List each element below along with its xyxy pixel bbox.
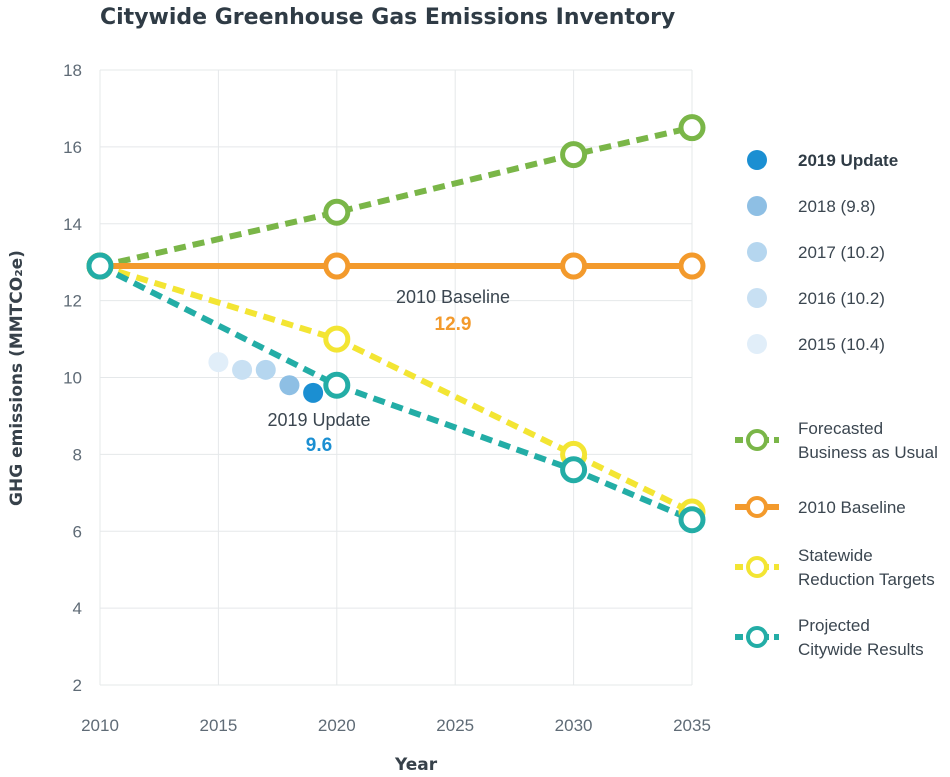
- legend-dot-0: [747, 150, 767, 170]
- legend-label-2: 2017 (10.2): [798, 243, 885, 262]
- y-tick-label: 10: [63, 369, 82, 388]
- legend-dot-4: [747, 334, 767, 354]
- x-axis-ticks: 2010 2015 2020 2025 2030 2035: [81, 716, 711, 735]
- grid: [99, 69, 693, 686]
- inventory-point-4: [208, 352, 229, 373]
- series-point-3: [560, 456, 588, 484]
- x-tick-label: 2035: [673, 716, 711, 735]
- y-tick-label: 14: [63, 215, 82, 234]
- series-line-3: [98, 263, 694, 523]
- series-markers: [86, 114, 706, 534]
- legend-dot-3: [747, 288, 767, 308]
- y-tick-label: 18: [63, 61, 82, 80]
- series-line-0: [99, 124, 693, 269]
- series-point-1: [323, 252, 351, 280]
- legend-marker-3: [746, 626, 768, 648]
- series-point-3: [86, 252, 114, 280]
- series-point-3: [678, 506, 706, 534]
- legend-marker-1: [746, 496, 768, 518]
- inventory-point-1: [279, 375, 300, 396]
- legend-label-series-3-line2: Citywide Results: [798, 640, 924, 659]
- y-axis-ticks: 2 4 6 8 10 12 14 16 18: [63, 61, 82, 695]
- inventory-point-2: [255, 359, 276, 380]
- series-point-0: [678, 114, 706, 142]
- annotation-2019-update: 2019 Update 9.6: [267, 410, 370, 456]
- x-axis-title: Year: [394, 755, 438, 775]
- annotation-baseline-value: 12.9: [435, 314, 472, 335]
- annotation-baseline-label: 2010 Baseline: [396, 287, 510, 307]
- legend-dot-1: [747, 196, 767, 216]
- y-tick-label: 8: [73, 445, 82, 464]
- inventory-point-3: [232, 359, 253, 380]
- legend-dot-2: [747, 242, 767, 262]
- y-tick-label: 2: [73, 676, 82, 695]
- series-point-1: [560, 252, 588, 280]
- legend-label-0: 2019 Update: [798, 151, 898, 170]
- x-tick-label: 2025: [436, 716, 474, 735]
- y-tick-label: 12: [63, 292, 82, 311]
- series-lines: [98, 124, 694, 523]
- legend-label-series-0: Forecasted: [798, 419, 883, 438]
- legend-label-series-2: Statewide: [798, 546, 873, 565]
- inventory-points: [208, 352, 324, 403]
- x-tick-label: 2030: [555, 716, 593, 735]
- annotation-update-value: 9.6: [306, 435, 332, 456]
- y-tick-label: 6: [73, 522, 82, 541]
- y-axis-title: GHG emissions (MMTCO₂e): [7, 250, 27, 506]
- series-point-0: [323, 198, 351, 226]
- legend-label-1: 2018 (9.8): [798, 197, 876, 216]
- legend-label-series-2-line2: Reduction Targets: [798, 570, 935, 589]
- legend-label-3: 2016 (10.2): [798, 289, 885, 308]
- annotation-update-label: 2019 Update: [267, 410, 370, 430]
- y-tick-label: 4: [73, 599, 82, 618]
- series-point-2: [323, 325, 351, 353]
- x-tick-label: 2010: [81, 716, 119, 735]
- legend-label-series-0-line2: Business as Usual: [798, 443, 938, 462]
- inventory-point-0: [303, 382, 324, 403]
- legend-label-series-3: Projected: [798, 616, 870, 635]
- legend-label-series-1: 2010 Baseline: [798, 498, 906, 517]
- series-point-0: [560, 141, 588, 169]
- series-line-2: [99, 263, 694, 515]
- x-tick-label: 2020: [318, 716, 356, 735]
- y-tick-label: 16: [63, 138, 82, 157]
- legend-marker-0: [746, 429, 768, 451]
- annotation-baseline: 2010 Baseline 12.9: [396, 287, 510, 335]
- legend-label-4: 2015 (10.4): [798, 335, 885, 354]
- series-point-3: [323, 371, 351, 399]
- series-point-1: [678, 252, 706, 280]
- chart-title: Citywide Greenhouse Gas Emissions Invent…: [100, 5, 675, 30]
- legend: 2019 Update 2018 (9.8) 2017 (10.2) 2016 (10…: [735, 150, 938, 659]
- x-tick-label: 2015: [199, 716, 237, 735]
- legend-marker-2: [746, 556, 768, 578]
